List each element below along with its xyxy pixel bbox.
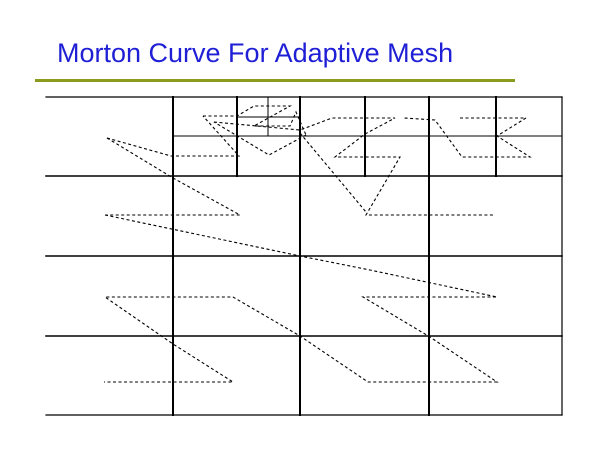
curve-seg-3 [213,121,307,156]
curve-seg-8 [299,132,367,213]
title-underline [35,79,515,82]
morton-curve [103,105,532,383]
curve-seg-6 [403,117,532,158]
curve-seg-5 [105,137,241,216]
curve-seg-1 [106,115,241,157]
slide-title: Morton Curve For Adaptive Mesh [57,38,454,68]
curve-seg-7 [103,214,499,383]
curve-seg-2 [203,105,307,136]
mesh-grid [45,96,563,416]
curve-seg-4 [213,117,495,216]
